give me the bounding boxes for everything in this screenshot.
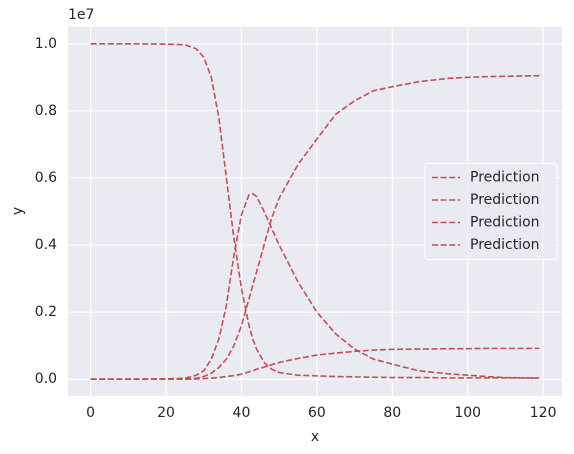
- y-offset-label: 1e7: [68, 7, 94, 23]
- legend-box: [424, 163, 558, 260]
- y-tick-label: 0.4: [35, 237, 57, 253]
- series-line: [90, 347, 540, 381]
- y-tick-label: 0.8: [35, 103, 57, 119]
- y-axis-label: y: [10, 207, 26, 215]
- legend-label: Prediction: [470, 237, 540, 253]
- x-tick-label: 100: [454, 405, 481, 421]
- x-tick-label: 20: [157, 405, 175, 421]
- x-tick-label: 0: [86, 405, 95, 421]
- x-tick-label: 80: [383, 405, 401, 421]
- lines: [90, 42, 540, 381]
- x-axis-label: x: [311, 429, 319, 445]
- series-line: [90, 74, 540, 381]
- y-tick-label: 0.6: [35, 170, 57, 186]
- x-tick-label: 60: [308, 405, 326, 421]
- y-tick-label: 1.0: [35, 36, 57, 52]
- legend-label: Prediction: [470, 215, 540, 231]
- series-line: [90, 42, 540, 379]
- x-tick-label: 40: [233, 405, 251, 421]
- y-tick-label: 0.0: [35, 371, 57, 387]
- y-tick-label: 0.2: [35, 304, 57, 320]
- series-line: [90, 192, 540, 381]
- legend-label: Prediction: [470, 170, 540, 186]
- x-tick-label: 120: [530, 405, 557, 421]
- legend-label: Prediction: [470, 192, 540, 208]
- legend: Prediction Prediction Prediction Prediction: [424, 163, 558, 260]
